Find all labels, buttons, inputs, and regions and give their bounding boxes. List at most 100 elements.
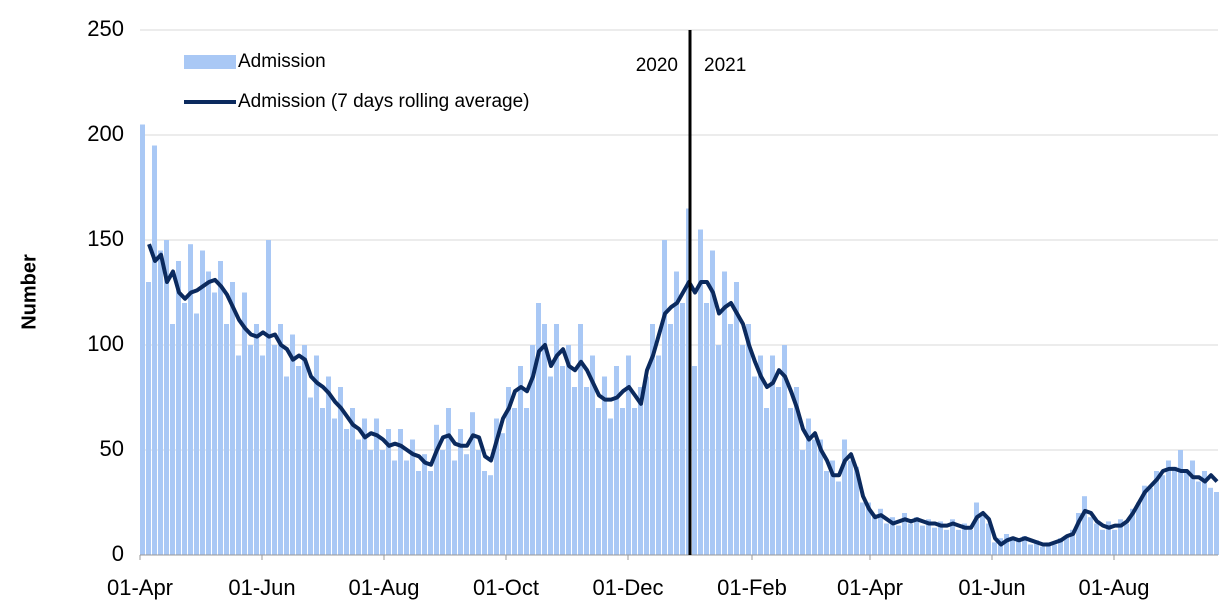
bar — [782, 345, 787, 555]
y-tick-label: 200 — [87, 121, 124, 146]
bar — [824, 471, 829, 555]
bar — [578, 324, 583, 555]
bar — [1190, 460, 1195, 555]
bar — [506, 387, 511, 555]
bar — [1040, 546, 1045, 555]
bar — [848, 460, 853, 555]
bar — [1100, 529, 1105, 555]
bar — [626, 355, 631, 555]
bar — [1022, 536, 1027, 555]
bar — [596, 408, 601, 555]
bar — [338, 387, 343, 555]
bar — [1034, 540, 1039, 555]
bar — [926, 519, 931, 555]
x-tick-label: 01-Oct — [473, 575, 539, 600]
bar — [1052, 544, 1057, 555]
bar — [248, 345, 253, 555]
bar — [320, 408, 325, 555]
bar — [962, 523, 967, 555]
bar — [1070, 529, 1075, 555]
bar — [500, 433, 505, 555]
bar — [998, 538, 1003, 555]
bar — [356, 439, 361, 555]
year-label: 2021 — [704, 55, 746, 76]
bar — [674, 271, 679, 555]
bar — [326, 376, 331, 555]
bar — [974, 502, 979, 555]
legend-swatch — [184, 55, 236, 69]
bar — [224, 324, 229, 555]
bar — [1208, 487, 1213, 555]
bar — [344, 429, 349, 555]
bar — [1046, 542, 1051, 555]
bar — [554, 324, 559, 555]
bar — [302, 345, 307, 555]
bar — [980, 513, 985, 555]
bar — [386, 429, 391, 555]
bar — [716, 345, 721, 555]
bar — [1058, 538, 1063, 555]
bar — [638, 387, 643, 555]
bar — [146, 282, 151, 555]
bar — [884, 523, 889, 555]
legend-label: Admission (7 days rolling average) — [238, 91, 529, 112]
bar — [1136, 502, 1141, 555]
bar — [656, 355, 661, 555]
bar — [1112, 529, 1117, 555]
bar — [872, 517, 877, 555]
bar — [680, 303, 685, 555]
bar — [446, 408, 451, 555]
bar — [704, 303, 709, 555]
bar — [938, 521, 943, 555]
bar — [752, 376, 757, 555]
bar — [254, 324, 259, 555]
bar — [164, 240, 169, 555]
bar — [1088, 517, 1093, 555]
x-tick-label: 01-Dec — [593, 575, 664, 600]
bar — [458, 429, 463, 555]
bar — [170, 324, 175, 555]
bar — [914, 517, 919, 555]
bar — [158, 250, 163, 555]
bar — [770, 355, 775, 555]
legend: Admission Admission (7 days rolling avera… — [184, 51, 529, 112]
bar — [392, 460, 397, 555]
bar — [788, 408, 793, 555]
bar — [560, 366, 565, 555]
y-axis-label: Number — [18, 254, 40, 330]
bar — [632, 408, 637, 555]
line — [147, 243, 1219, 547]
bar — [950, 519, 955, 555]
bar — [1118, 519, 1123, 555]
bar — [986, 523, 991, 555]
bar — [776, 387, 781, 555]
bar — [332, 418, 337, 555]
bar — [236, 355, 241, 555]
bar — [794, 387, 799, 555]
bar — [200, 250, 205, 555]
bar — [566, 345, 571, 555]
bar — [1202, 471, 1207, 555]
bar — [692, 366, 697, 555]
bar — [572, 387, 577, 555]
bar — [662, 240, 667, 555]
bar — [518, 366, 523, 555]
x-tick-label: 01-Apr — [837, 575, 903, 600]
legend-label: Admission — [238, 51, 326, 72]
bar — [602, 376, 607, 555]
bar — [830, 460, 835, 555]
bar — [242, 292, 247, 555]
bar — [1214, 492, 1219, 555]
bar — [230, 282, 235, 555]
bar — [1064, 536, 1069, 555]
bar — [1106, 521, 1111, 555]
bar — [266, 240, 271, 555]
bar — [1082, 496, 1087, 555]
bar — [668, 324, 673, 555]
bar — [854, 466, 859, 555]
bar — [812, 439, 817, 555]
bar — [1004, 534, 1009, 555]
x-tick-label: 01-Jun — [228, 575, 295, 600]
bar — [512, 408, 517, 555]
bar — [644, 376, 649, 555]
